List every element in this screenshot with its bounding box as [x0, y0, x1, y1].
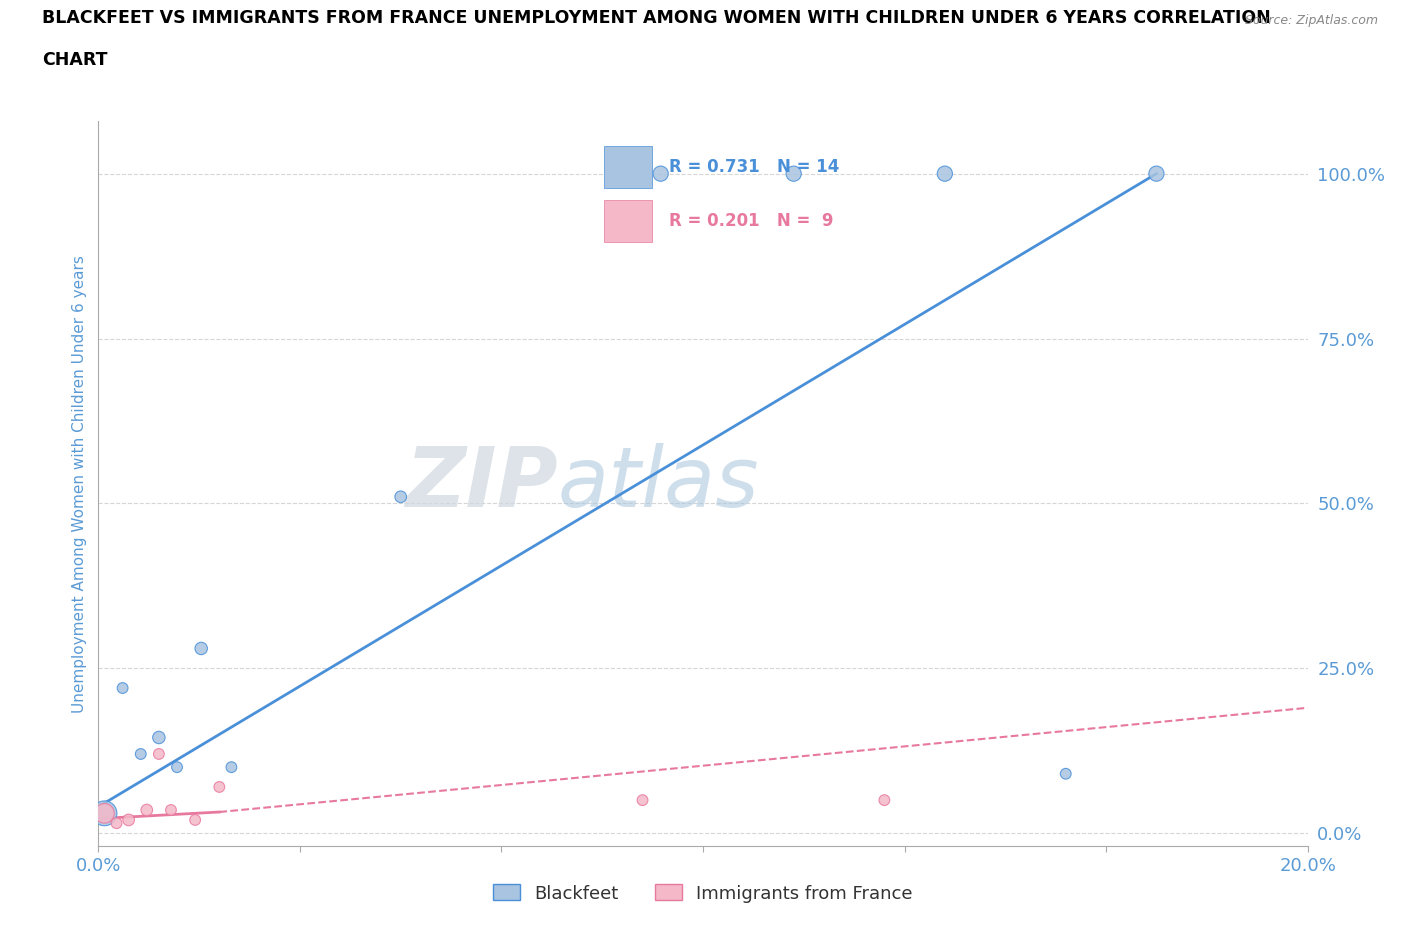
Point: [111, 681, 134, 696]
Point: [934, 166, 956, 181]
Point: [782, 166, 804, 181]
Point: [105, 816, 128, 830]
Point: [93, 806, 115, 821]
Point: [148, 730, 170, 745]
Point: [190, 641, 212, 656]
Point: [135, 803, 157, 817]
Text: CHART: CHART: [42, 51, 108, 69]
Point: [129, 747, 152, 762]
Point: [160, 803, 183, 817]
Legend: Blackfeet, Immigrants from France: Blackfeet, Immigrants from France: [486, 877, 920, 910]
Point: [221, 760, 243, 775]
Point: [208, 779, 231, 794]
Point: [650, 166, 672, 181]
Point: [631, 792, 654, 807]
Point: [184, 813, 207, 828]
Text: BLACKFEET VS IMMIGRANTS FROM FRANCE UNEMPLOYMENT AMONG WOMEN WITH CHILDREN UNDER: BLACKFEET VS IMMIGRANTS FROM FRANCE UNEM…: [42, 9, 1271, 27]
Point: [873, 792, 896, 807]
Point: [148, 747, 170, 762]
Point: [166, 760, 188, 775]
Text: atlas: atlas: [558, 443, 759, 525]
Text: ZIP: ZIP: [405, 443, 558, 525]
Y-axis label: Unemployment Among Women with Children Under 6 years: Unemployment Among Women with Children U…: [72, 255, 87, 712]
Text: Source: ZipAtlas.com: Source: ZipAtlas.com: [1244, 14, 1378, 27]
Point: [389, 489, 412, 504]
Point: [1054, 766, 1077, 781]
Point: [118, 813, 141, 828]
Point: [1144, 166, 1167, 181]
Point: [93, 806, 115, 821]
